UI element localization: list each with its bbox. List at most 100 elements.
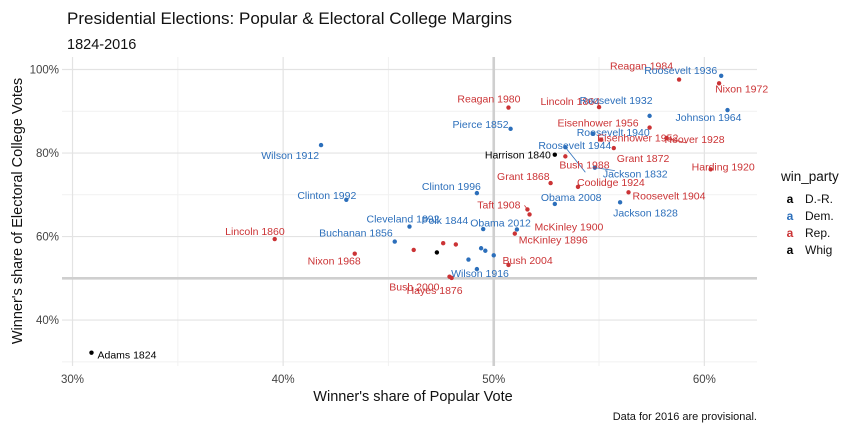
point-nixon-1972 <box>716 81 722 86</box>
label-clinton-1996: Clinton 1996 <box>422 181 481 193</box>
label-adams-1824: Adams 1824 <box>97 350 156 362</box>
y-tick-label: 40% <box>36 315 59 327</box>
x-tick-label: 30% <box>61 374 84 386</box>
label-layer: Adams 1824 Wilson 1912 Clinton 1992 Lincoln… <box>97 61 768 362</box>
label-obama-2012: Obama 2012 <box>470 217 531 229</box>
label-grant-1872: Grant 1872 <box>617 153 670 165</box>
label-eisenhower-1956: Eisenhower 1956 <box>557 118 638 130</box>
legend-key-rep: a <box>787 226 794 240</box>
point-reagan-1980 <box>506 105 511 110</box>
x-tick-label: 40% <box>272 374 295 386</box>
label-roosevelt-1944: Roosevelt 1944 <box>538 140 611 152</box>
tick-layer: 30% 40% 50% 60% 40% 60% 80% 100% <box>30 65 716 386</box>
label-buchanan-1856: Buchanan 1856 <box>319 228 393 240</box>
point-johnson-1964 <box>725 107 730 113</box>
label-clinton-1992: Clinton 1992 <box>297 190 356 202</box>
label-bush-2004: Bush 2004 <box>502 255 552 267</box>
label-roosevelt-1932: Roosevelt 1932 <box>580 95 653 107</box>
legend-label-rep: Rep. <box>805 226 830 240</box>
label-taft-1908: Taft 1908 <box>477 199 520 211</box>
label-reagan-1984: Reagan 1984 <box>610 61 673 73</box>
label-jackson-1832: Jackson 1832 <box>603 169 668 181</box>
point-harding-1920 <box>708 167 713 172</box>
data-point <box>491 253 496 258</box>
point-bush-1988 <box>563 154 568 159</box>
leader-taft-1908 <box>524 205 528 210</box>
label-coolidge-1924: Coolidge 1924 <box>577 177 645 189</box>
point-coolidge-1924 <box>575 184 581 190</box>
legend-label-whig: Whig <box>805 243 832 257</box>
point-obama-2012 <box>514 227 520 232</box>
point-adams-1824 <box>89 350 94 355</box>
point-clinton-1996 <box>474 190 480 196</box>
point-reagan-1984 <box>676 77 682 82</box>
label-jackson-1828: Jackson 1828 <box>613 207 678 219</box>
label-hoover-1928: Hoover 1928 <box>664 134 724 146</box>
point-lincoln-1860 <box>272 236 277 242</box>
point-hayes-1876 <box>449 275 454 281</box>
point-eisenhower-1956 <box>647 125 652 130</box>
label-mckinley-1896: McKinley 1896 <box>519 235 588 247</box>
data-point <box>466 257 471 262</box>
legend-key-dem: a <box>787 209 794 223</box>
point-wilson-1912 <box>318 142 324 148</box>
data-point <box>453 242 459 247</box>
legend-label-d-r: D.-R. <box>805 192 833 206</box>
legend-label-dem: Dem. <box>805 209 834 223</box>
label-nixon-1968: Nixon 1968 <box>308 256 361 268</box>
leader-hoover-1928 <box>666 137 687 144</box>
point-pierce-1852 <box>508 126 513 132</box>
label-bush-1988: Bush 1988 <box>559 159 609 171</box>
point-roosevelt-1904 <box>626 190 631 195</box>
label-obama-2008: Obama 2008 <box>541 192 602 204</box>
point-roosevelt-1936 <box>718 73 724 78</box>
label-harding-1920: Harding 1920 <box>692 161 755 173</box>
point-cleveland-1892 <box>407 224 412 229</box>
point-eisenhower-1952 <box>598 137 604 142</box>
point-obama-2008 <box>552 201 558 207</box>
point-mckinley-1896 <box>512 231 518 236</box>
point-nixon-1968 <box>352 251 357 256</box>
y-tick-label: 80% <box>36 148 59 160</box>
point-bush-2004 <box>506 262 511 268</box>
leader-jackson-1832 <box>594 167 615 172</box>
label-roosevelt-1936: Roosevelt 1936 <box>644 65 717 77</box>
point-lincoln-1864 <box>596 104 602 110</box>
point-buchanan-1856 <box>392 239 397 244</box>
reference-lines <box>62 57 757 366</box>
chart-title: Presidential Elections: Popular & Electo… <box>67 9 512 28</box>
chart-subtitle: 1824-2016 <box>67 37 136 53</box>
point-polk-1844 <box>481 226 486 232</box>
point-harrison-1840 <box>552 152 558 157</box>
data-point <box>478 246 484 251</box>
label-wilson-1916: Wilson 1916 <box>451 268 509 280</box>
label-grant-1868: Grant 1868 <box>497 171 550 183</box>
legend: a D.-R. a Dem. a Rep. a Whig <box>787 192 834 257</box>
x-axis-title: Winner's share of Popular Vote <box>313 389 512 405</box>
label-polk-1844: Polk 1844 <box>422 215 469 227</box>
label-mckinley-1900: McKinley 1900 <box>535 221 604 233</box>
data-point <box>483 248 488 253</box>
data-point <box>411 247 416 253</box>
label-harrison-1840: Harrison 1840 <box>485 150 551 162</box>
legend-key-d-r: a <box>787 192 794 206</box>
label-hayes-1876: Hayes 1876 <box>407 285 463 297</box>
y-axis-title: Winner's share of Electoral College Vote… <box>10 78 26 344</box>
label-nixon-1972: Nixon 1972 <box>715 83 768 95</box>
label-johnson-1964: Johnson 1964 <box>676 112 742 124</box>
label-reagan-1980: Reagan 1980 <box>457 94 520 106</box>
x-tick-label: 60% <box>693 374 716 386</box>
y-tick-label: 60% <box>36 232 59 244</box>
label-eisenhower-1952: Eisenhower 1952 <box>597 133 678 145</box>
point-grant-1872 <box>611 145 616 151</box>
point-wilson-1916 <box>474 266 480 272</box>
label-roosevelt-1904: Roosevelt 1904 <box>633 190 706 202</box>
point-jackson-1828 <box>617 200 623 205</box>
data-point <box>440 241 446 246</box>
point-layer <box>89 73 730 355</box>
label-roosevelt-1940: Roosevelt 1940 <box>577 127 650 139</box>
x-tick-label: 50% <box>482 374 505 386</box>
leader-layer <box>524 137 687 210</box>
